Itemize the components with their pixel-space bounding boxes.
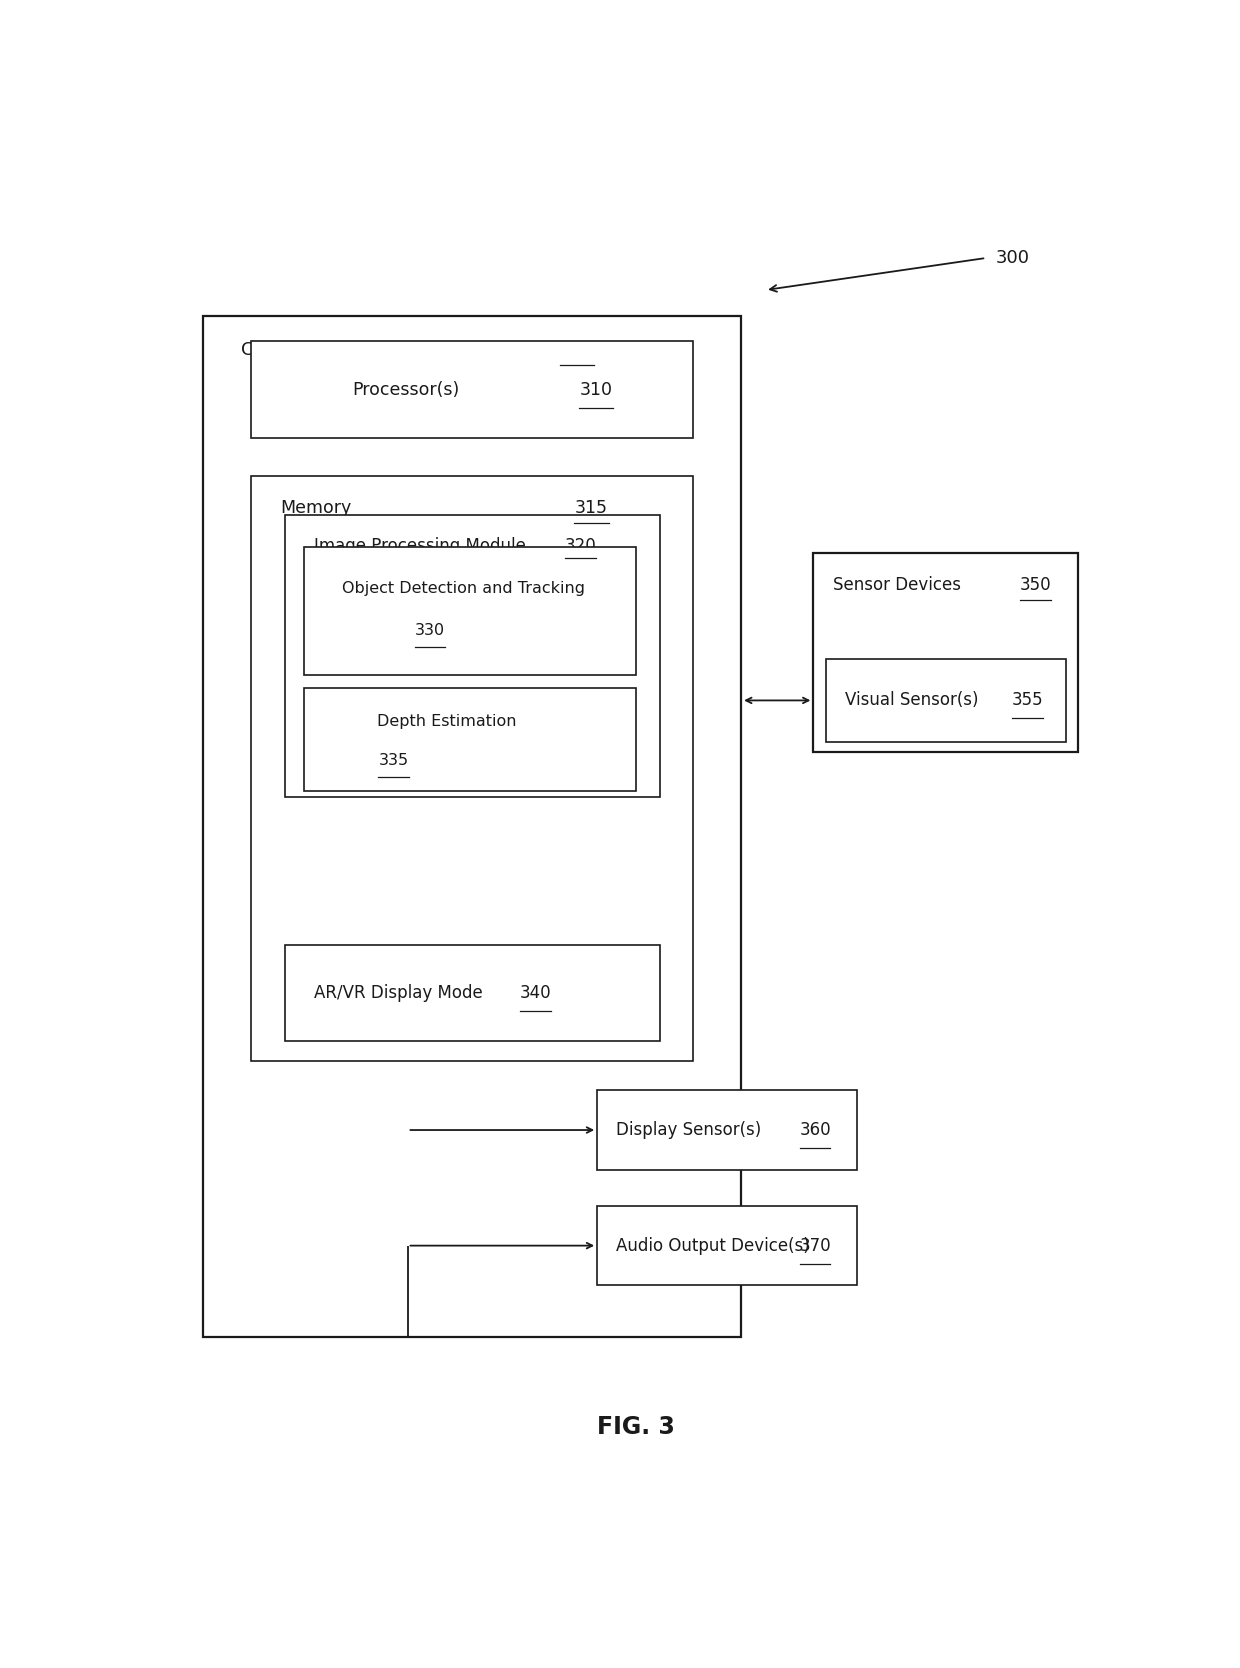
Text: 320: 320 xyxy=(565,537,596,555)
Text: Display Sensor(s): Display Sensor(s) xyxy=(616,1121,761,1139)
Bar xyxy=(596,1206,857,1286)
Bar xyxy=(285,946,660,1041)
Text: 350: 350 xyxy=(1019,577,1052,594)
Text: Image Processing Module: Image Processing Module xyxy=(314,537,526,555)
Text: 310: 310 xyxy=(579,380,613,399)
Bar xyxy=(596,1091,857,1169)
Text: 355: 355 xyxy=(1012,692,1043,709)
Text: 360: 360 xyxy=(800,1121,831,1139)
Text: Memory: Memory xyxy=(280,499,351,517)
Text: 330: 330 xyxy=(415,622,445,637)
Bar xyxy=(203,315,742,1336)
Text: AR/VR Display Mode: AR/VR Display Mode xyxy=(314,984,482,1002)
Text: Object Detection and Tracking: Object Detection and Tracking xyxy=(341,580,584,595)
Text: FIG. 3: FIG. 3 xyxy=(596,1414,675,1439)
Text: Audio Output Device(s): Audio Output Device(s) xyxy=(616,1236,810,1254)
Text: Computing Device: Computing Device xyxy=(242,342,408,359)
Bar xyxy=(250,477,693,1061)
Bar xyxy=(304,689,635,791)
Text: 340: 340 xyxy=(520,984,552,1002)
Bar xyxy=(285,515,660,797)
Text: Depth Estimation: Depth Estimation xyxy=(377,714,516,729)
Bar xyxy=(826,659,1066,742)
Text: Visual Sensor(s): Visual Sensor(s) xyxy=(844,692,978,709)
Bar xyxy=(304,547,635,676)
Text: Sensor Devices: Sensor Devices xyxy=(832,577,961,594)
Text: 300: 300 xyxy=(996,249,1030,267)
Text: 370: 370 xyxy=(800,1236,831,1254)
Text: 315: 315 xyxy=(575,499,608,517)
Bar xyxy=(250,342,693,437)
Text: 305: 305 xyxy=(560,342,594,359)
Text: Processor(s): Processor(s) xyxy=(352,380,460,399)
Bar xyxy=(813,554,1078,752)
Text: 335: 335 xyxy=(378,752,408,767)
